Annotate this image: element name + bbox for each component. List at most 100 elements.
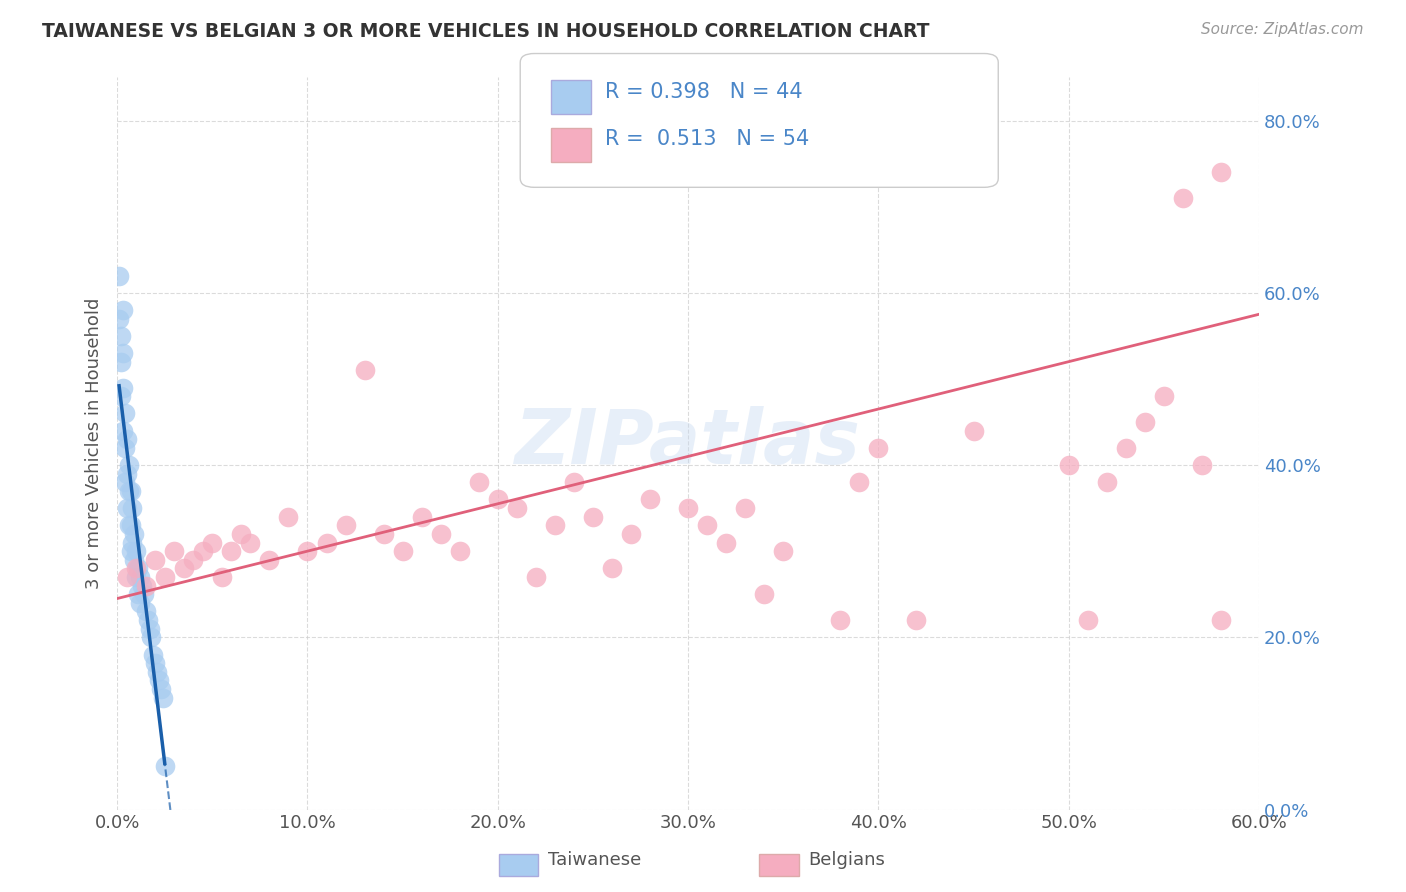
Point: [830, 613, 852, 627]
Point: [143, 553, 166, 567]
Point: [153, 759, 176, 773]
Point: [114, 475, 136, 490]
Point: [524, 570, 547, 584]
Point: [125, 561, 148, 575]
Point: [506, 501, 529, 516]
Point: [117, 518, 139, 533]
Point: [121, 501, 143, 516]
Point: [638, 492, 661, 507]
Point: [143, 656, 166, 670]
Point: [1209, 613, 1232, 627]
Point: [429, 527, 451, 541]
Point: [110, 328, 132, 343]
Point: [136, 613, 159, 627]
Point: [142, 648, 165, 662]
Point: [138, 622, 160, 636]
Point: [108, 268, 131, 283]
Point: [153, 570, 176, 584]
Point: [1191, 458, 1213, 472]
Text: ZIPatlas: ZIPatlas: [515, 407, 860, 481]
Point: [411, 509, 433, 524]
Point: [141, 630, 163, 644]
Point: [562, 475, 585, 490]
Point: [117, 483, 139, 498]
Point: [115, 501, 138, 516]
Text: Taiwanese: Taiwanese: [548, 851, 641, 869]
Point: [149, 681, 172, 696]
Point: [125, 570, 148, 584]
Point: [114, 406, 136, 420]
Point: [114, 441, 136, 455]
Point: [120, 544, 142, 558]
Point: [115, 570, 138, 584]
Point: [848, 475, 870, 490]
Point: [108, 311, 131, 326]
Point: [129, 570, 152, 584]
Point: [111, 424, 134, 438]
Point: [373, 527, 395, 541]
Point: [449, 544, 471, 558]
Point: [173, 561, 195, 575]
Point: [125, 544, 148, 558]
Point: [696, 518, 718, 533]
Point: [714, 535, 737, 549]
Point: [315, 535, 337, 549]
Text: R = 0.398   N = 44: R = 0.398 N = 44: [605, 82, 803, 102]
Point: [124, 527, 146, 541]
Text: R =  0.513   N = 54: R = 0.513 N = 54: [605, 129, 808, 149]
Point: [120, 483, 142, 498]
Point: [127, 587, 149, 601]
Point: [121, 535, 143, 549]
Point: [163, 544, 186, 558]
Point: [620, 527, 643, 541]
Point: [1133, 415, 1156, 429]
Point: [115, 467, 138, 481]
Point: [868, 441, 890, 455]
Point: [129, 596, 152, 610]
Y-axis label: 3 or more Vehicles in Household: 3 or more Vehicles in Household: [86, 298, 103, 590]
Point: [962, 424, 984, 438]
Point: [1077, 613, 1099, 627]
Point: [152, 690, 174, 705]
Text: Belgians: Belgians: [808, 851, 886, 869]
Point: [468, 475, 491, 490]
Point: [905, 613, 928, 627]
Point: [486, 492, 509, 507]
Point: [120, 518, 142, 533]
Text: TAIWANESE VS BELGIAN 3 OR MORE VEHICLES IN HOUSEHOLD CORRELATION CHART: TAIWANESE VS BELGIAN 3 OR MORE VEHICLES …: [42, 22, 929, 41]
Point: [1209, 165, 1232, 179]
Point: [1057, 458, 1080, 472]
Point: [135, 604, 157, 618]
Point: [772, 544, 794, 558]
Point: [110, 354, 132, 368]
Point: [201, 535, 224, 549]
Point: [135, 579, 157, 593]
Point: [1171, 191, 1194, 205]
Point: [132, 587, 155, 601]
Point: [229, 527, 252, 541]
Point: [146, 665, 169, 679]
Point: [181, 553, 204, 567]
Point: [124, 553, 146, 567]
Point: [1095, 475, 1118, 490]
Point: [259, 553, 281, 567]
Point: [600, 561, 623, 575]
Point: [734, 501, 756, 516]
Point: [211, 570, 233, 584]
Point: [1115, 441, 1137, 455]
Point: [353, 363, 375, 377]
Point: [335, 518, 357, 533]
Point: [117, 458, 139, 472]
Point: [191, 544, 214, 558]
Point: [221, 544, 243, 558]
Point: [148, 673, 170, 688]
Point: [131, 579, 153, 593]
Point: [391, 544, 413, 558]
Point: [115, 432, 138, 446]
Point: [1153, 389, 1175, 403]
Point: [297, 544, 319, 558]
Text: Source: ZipAtlas.com: Source: ZipAtlas.com: [1201, 22, 1364, 37]
Point: [110, 389, 132, 403]
Point: [127, 561, 149, 575]
Point: [544, 518, 567, 533]
